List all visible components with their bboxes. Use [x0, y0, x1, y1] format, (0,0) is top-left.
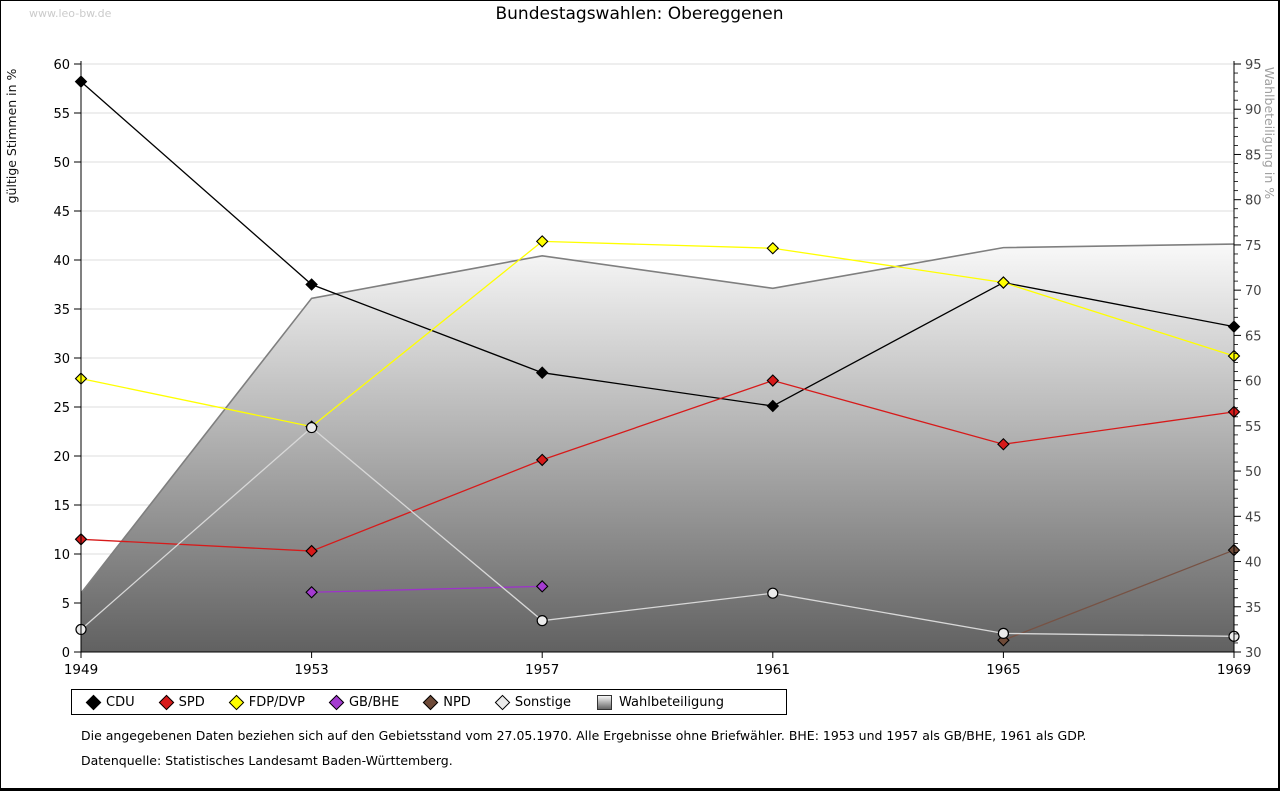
series-marker-icon — [158, 694, 174, 710]
legend-item-cdu: CDU — [85, 694, 135, 710]
left-axis-title: gültige Stimmen in % — [4, 68, 19, 203]
data-point — [536, 615, 548, 627]
watermark: www.leo-bw.de — [29, 7, 112, 20]
data-point — [306, 421, 318, 434]
axes: 0 5 10 15 20 25 30 35 40 45 50 55 60 30 35 40 45 50 55 60 65… — [4, 58, 1277, 678]
legend-item-label: SPD — [178, 694, 205, 710]
left-axis-tick-label: 55 — [53, 107, 70, 122]
series-spd — [74, 374, 1241, 558]
legend-item-sonstige: Sonstige — [494, 694, 571, 710]
left-axis-tick-label: 15 — [53, 499, 70, 514]
series-marker-icon — [85, 694, 102, 710]
right-axis-title: Wahlbeteiligung in % — [1262, 67, 1277, 199]
right-axis-tick-label: 40 — [1245, 556, 1262, 571]
x-axis-year-label: 1953 — [294, 662, 328, 678]
data-point — [305, 585, 318, 599]
series-npd — [997, 543, 1241, 647]
x-axis-year-label: 1965 — [986, 662, 1020, 678]
data-point — [305, 278, 318, 291]
election-chart: 0 5 10 15 20 25 30 35 40 45 50 55 60 30 35 40 45 50 55 60 65… — [4, 58, 1277, 678]
legend-item-label: Wahlbeteiligung — [619, 694, 725, 710]
right-axis-tick-label: 75 — [1245, 239, 1262, 254]
data-point — [767, 587, 779, 599]
footnote-datenquelle: Datenquelle: Statistisches Landesamt Bad… — [81, 753, 453, 768]
data-point — [535, 453, 549, 467]
right-axis-tick-label: 55 — [1245, 420, 1262, 435]
footnote-gebietsstand: Die angegebenen Daten beziehen sich auf … — [81, 728, 1087, 743]
legend-item-label: FDP/DVP — [248, 694, 305, 710]
right-axis-tick-label: 85 — [1245, 148, 1262, 163]
x-axis-year-label: 1957 — [525, 662, 559, 678]
left-axis-tick-label: 10 — [53, 548, 70, 563]
data-point — [997, 627, 1010, 639]
x-axis-year-label: 1969 — [1217, 662, 1251, 678]
right-axis-tick-label: 65 — [1245, 329, 1262, 344]
left-axis-tick-label: 5 — [62, 597, 70, 612]
left-axis-tick-label: 30 — [53, 352, 70, 367]
legend-item-fdp-dvp: FDP/DVP — [228, 694, 305, 710]
legend-item-label: Sonstige — [514, 694, 571, 710]
legend-item-npd: NPD — [422, 694, 471, 710]
left-axis-tick-label: 60 — [53, 58, 70, 73]
data-point — [535, 366, 549, 379]
right-axis-tick-label: 30 — [1245, 646, 1262, 661]
right-axis-tick-label: 90 — [1245, 103, 1262, 118]
series-marker-icon — [228, 694, 244, 710]
left-axis-tick-label: 20 — [53, 450, 70, 465]
legend-item-label: CDU — [106, 694, 135, 710]
right-axis-tick-label: 80 — [1245, 194, 1262, 209]
data-point — [535, 580, 549, 593]
legend: CDU SPD FDP/DVP GB/BHE NPD Sonstige Wahlbeteil… — [71, 689, 787, 715]
legend-item-label: GB/BHE — [348, 694, 400, 710]
legend-item-wahlbeteiligung: Wahlbeteiligung — [597, 694, 725, 710]
turnout-area — [81, 244, 1234, 652]
right-axis-tick-label: 50 — [1245, 465, 1262, 480]
left-axis-tick-label: 25 — [53, 401, 70, 416]
left-axis-tick-label: 40 — [53, 254, 70, 269]
right-axis-tick-label: 45 — [1245, 510, 1262, 525]
x-axis-year-label: 1961 — [756, 662, 790, 678]
data-point — [305, 544, 318, 558]
right-axis-tick-label: 70 — [1245, 284, 1262, 299]
legend-item-label: NPD — [443, 694, 471, 710]
turnout-swatch-icon — [597, 694, 612, 710]
data-point — [535, 235, 549, 248]
x-axis-year-label: 1949 — [64, 662, 98, 678]
left-axis-tick-label: 50 — [53, 156, 70, 171]
series-marker-icon — [422, 694, 439, 710]
turnout-line — [80, 243, 1235, 594]
left-axis-tick-label: 0 — [62, 646, 70, 661]
data-point — [997, 276, 1010, 289]
right-axis-tick-label: 95 — [1245, 58, 1262, 73]
right-axis-tick-label: 35 — [1245, 601, 1262, 616]
legend-item-gb-bhe: GB/BHE — [328, 694, 400, 710]
series-gb-bhe — [305, 580, 549, 599]
data-point — [766, 374, 780, 387]
series-marker-icon — [494, 694, 511, 710]
left-axis-tick-label: 45 — [53, 205, 70, 220]
legend-item-spd: SPD — [158, 694, 205, 710]
chart-title: Bundestagswahlen: Obereggenen — [495, 4, 784, 24]
data-point — [997, 437, 1010, 451]
data-point — [766, 399, 780, 413]
left-axis-tick-label: 35 — [53, 303, 70, 318]
series-marker-icon — [328, 694, 345, 710]
right-axis-tick-label: 60 — [1245, 375, 1262, 390]
data-point — [766, 241, 780, 255]
